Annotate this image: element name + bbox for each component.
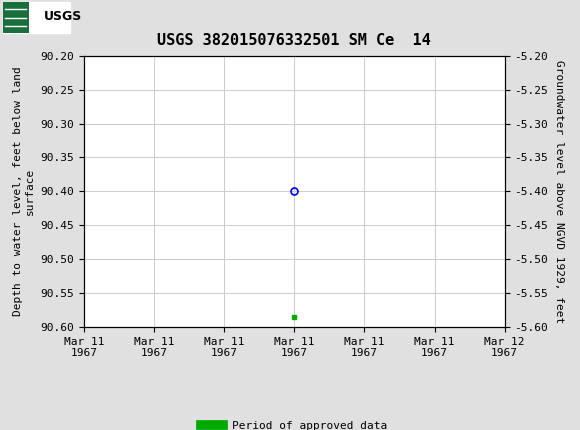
Text: USGS: USGS <box>44 10 82 23</box>
FancyBboxPatch shape <box>3 2 29 33</box>
Title: USGS 382015076332501 SM Ce  14: USGS 382015076332501 SM Ce 14 <box>158 33 431 48</box>
Y-axis label: Groundwater level above NGVD 1929, feet: Groundwater level above NGVD 1929, feet <box>554 60 564 323</box>
Legend: Period of approved data: Period of approved data <box>197 416 392 430</box>
FancyBboxPatch shape <box>3 2 70 33</box>
Y-axis label: Depth to water level, feet below land
surface: Depth to water level, feet below land su… <box>13 67 35 316</box>
